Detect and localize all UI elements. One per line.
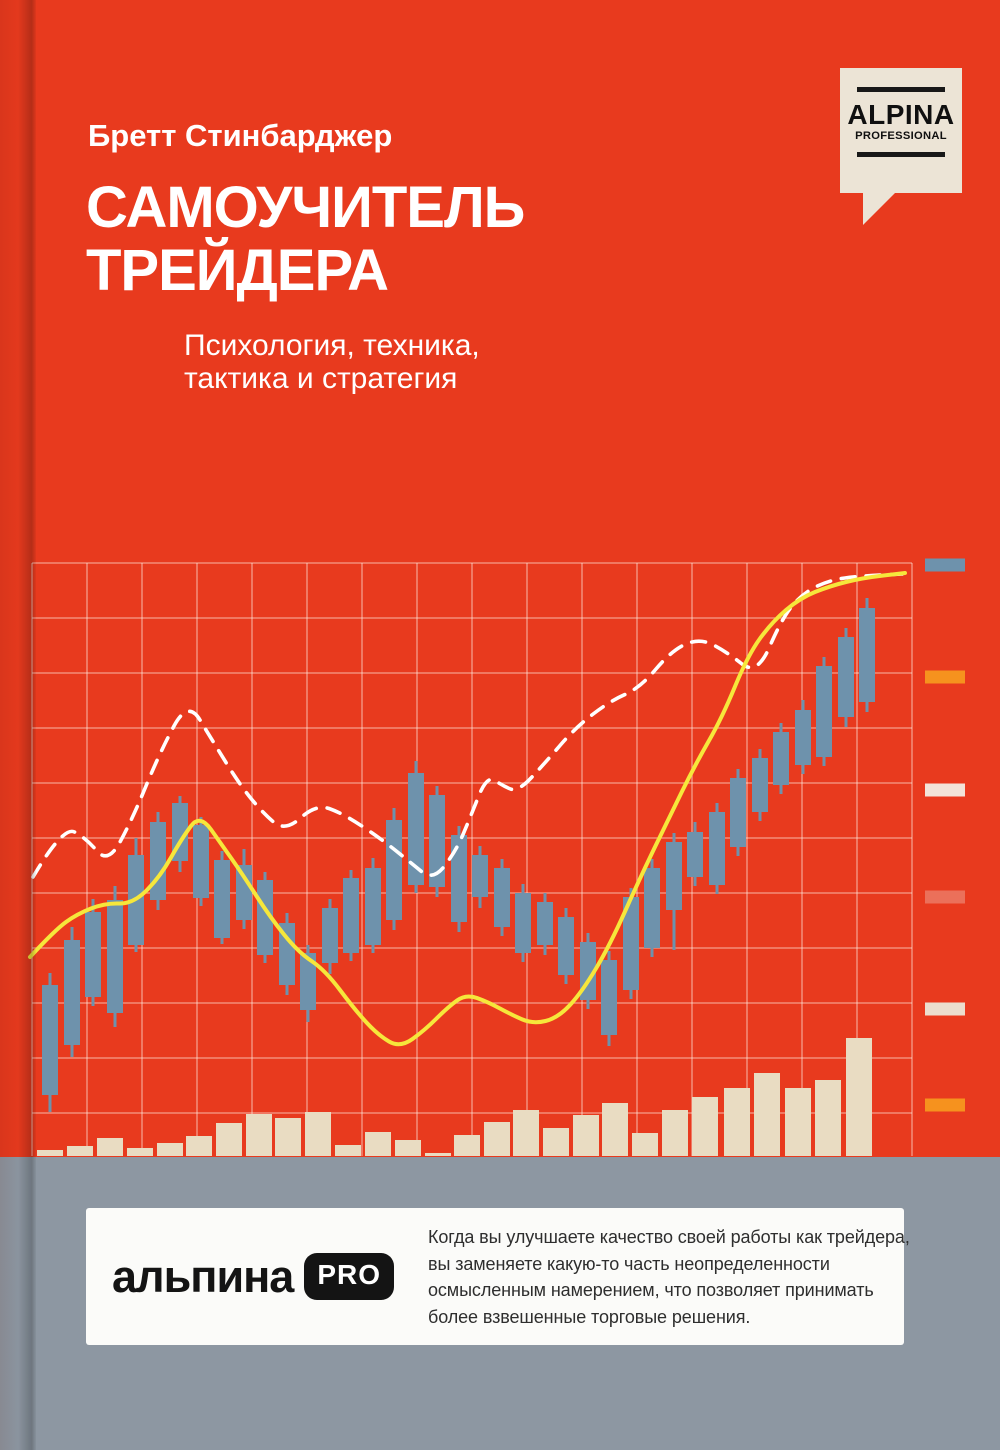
alpina-logo-wordmark: альпина — [112, 1250, 294, 1302]
bottom-grey-band: альпина PRO Когда вы улучшаете качество … — [0, 1157, 1000, 1450]
yellow-ma-line — [28, 571, 907, 1047]
alpina-professional-badge: ALPINA PROFESSIONAL — [840, 68, 962, 193]
book-subtitle-line2: тактика и стратегия — [184, 362, 458, 395]
badge-rule-bottom — [857, 152, 945, 157]
book-subtitle: Психология, техника, тактика и стратегия — [184, 329, 480, 395]
candles-layer — [42, 598, 875, 1112]
book-title-line2: ТРЕЙДЕРА — [86, 238, 389, 303]
quote-text: Когда вы улучшаете качество своей работы… — [428, 1224, 910, 1330]
publisher-info-box: альпина PRO Когда вы улучшаете качество … — [86, 1208, 910, 1345]
alpina-pro-logo: альпина PRO — [112, 1208, 395, 1345]
book-subtitle-line1: Психология, техника, — [184, 329, 480, 362]
volume-layer — [37, 1038, 872, 1156]
dashed-ma-line — [31, 572, 904, 879]
book-title: САМОУЧИТЕЛЬ ТРЕЙДЕРА — [86, 175, 525, 303]
badge-speech-tail — [863, 192, 896, 225]
quote-line: вы заменяете какую-то часть неопределенн… — [428, 1253, 830, 1274]
author-name: Бретт Стинбарджер — [88, 118, 393, 153]
quote-line: более взвешенные торговые решения. — [428, 1306, 751, 1327]
badge-rule-top — [857, 87, 945, 92]
book-title-line1: САМОУЧИТЕЛЬ — [86, 175, 525, 240]
badge-brand-label: ALPINA — [847, 99, 955, 130]
grid-layer — [31, 562, 913, 1156]
pro-logo-pill: PRO — [304, 1253, 395, 1300]
quote-line: осмысленным намерением, что позволяет пр… — [428, 1280, 874, 1300]
quote-line: Когда вы улучшаете качество своей работы… — [428, 1227, 910, 1247]
badge-sub-label: PROFESSIONAL — [855, 130, 947, 142]
legend-ticks-layer — [925, 558, 965, 1112]
